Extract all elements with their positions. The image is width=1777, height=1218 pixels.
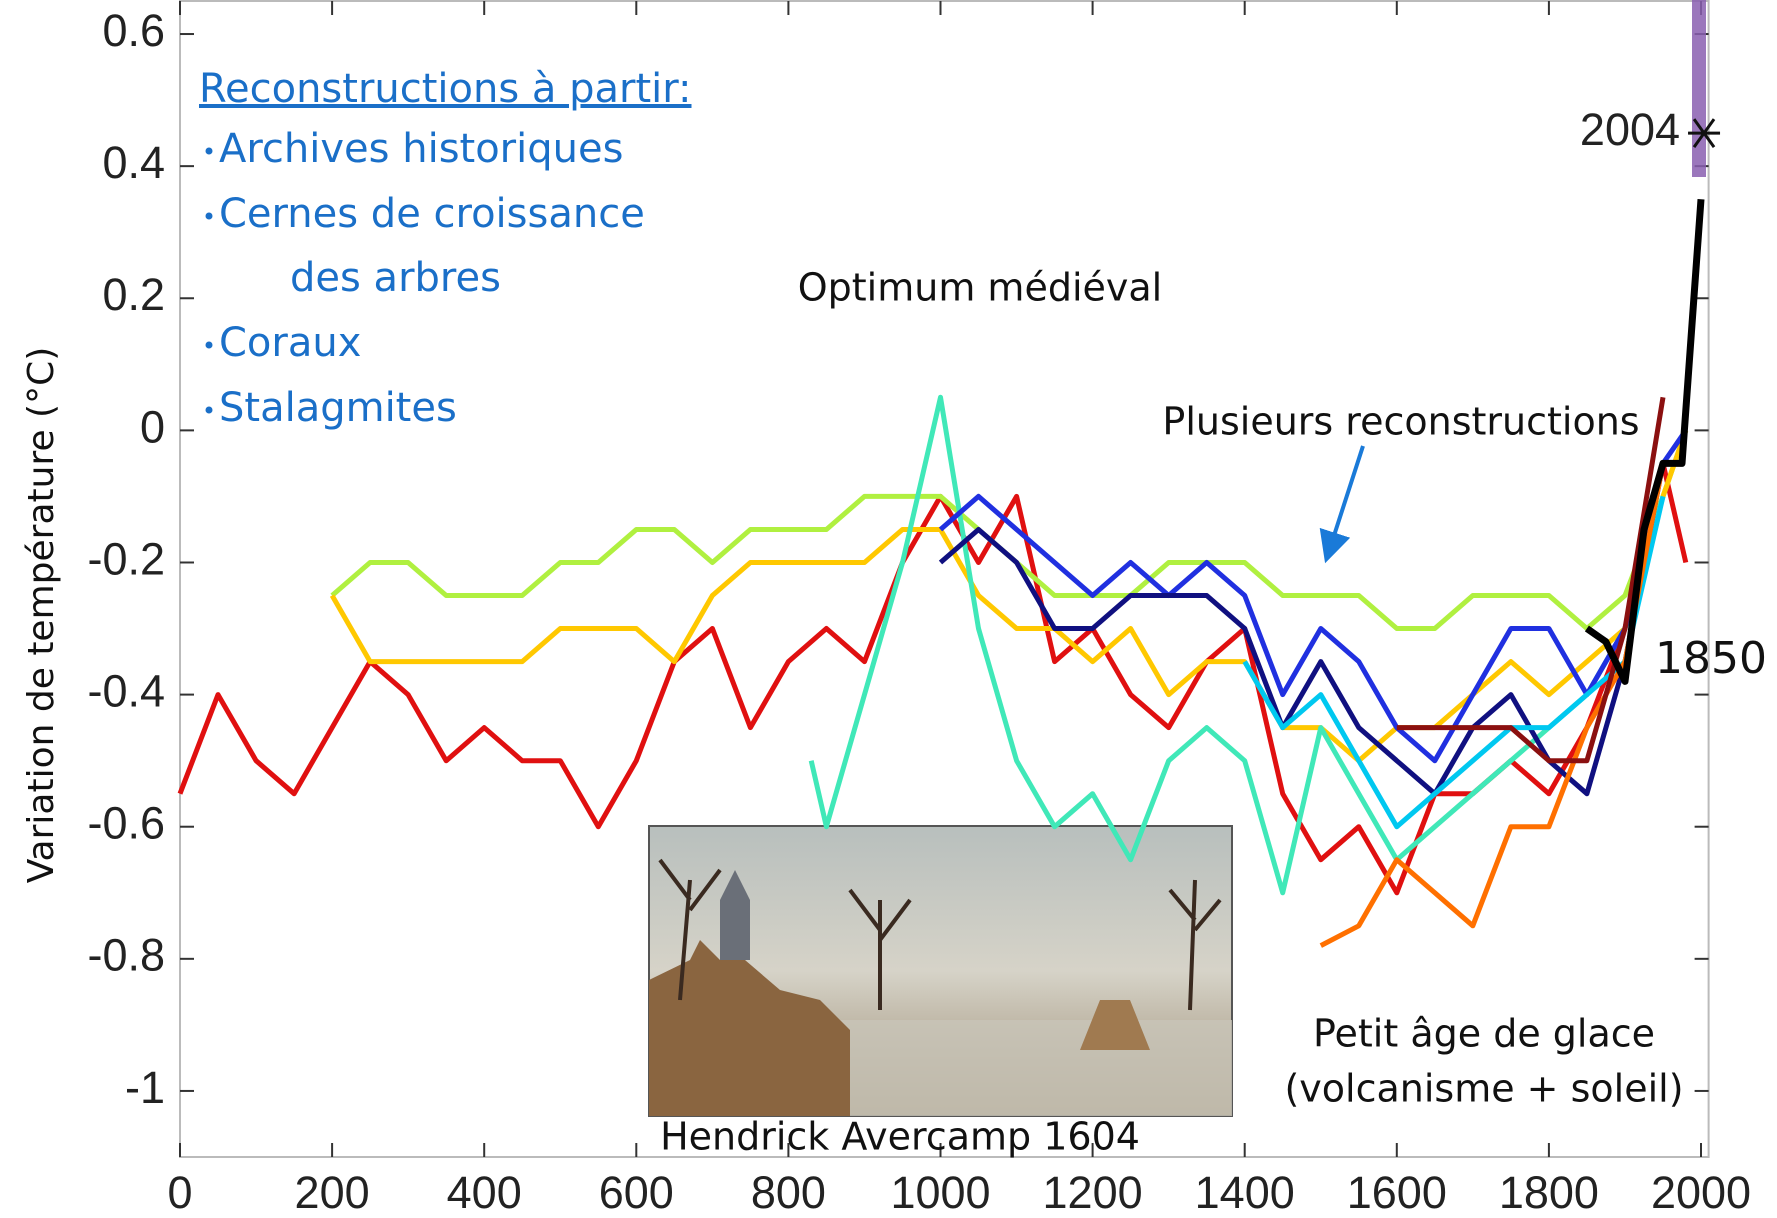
series-line [1396,396,1666,764]
bullet [205,406,213,414]
bullet [205,147,213,155]
x-tick-label: 800 [751,1167,826,1218]
y-tick-label: 0.2 [102,269,165,320]
series-line [1242,495,1666,830]
x-tick-label: 0 [167,1167,192,1218]
painting-trees [658,858,1222,1011]
series-line [330,429,1689,631]
painting-town [1080,1000,1150,1050]
y-tick-label: 0 [140,401,165,452]
annotation: Optimum médiéval [798,266,1162,310]
series-line [938,428,1688,764]
annotation: Hendrick Avercamp 1604 [660,1115,1140,1159]
y-tick-label: -0.2 [87,533,165,584]
x-tick-label: 200 [295,1167,370,1218]
series-line [808,394,1666,896]
projection-band [1692,0,1706,177]
y-tick-label: -1 [125,1062,165,1113]
painting-buildings [649,920,850,1116]
series-line [938,462,1666,797]
y-tick-label: 0.4 [102,137,165,188]
x-tick-label: 1200 [1043,1167,1143,1218]
x-tick-label: 1600 [1347,1167,1447,1218]
marker-2004 [1688,118,1721,148]
legend-item: Coraux [219,320,361,366]
y-tick-label: -0.6 [87,798,165,849]
legend-heading: Reconstructions à partir: [199,66,692,112]
annotation-arrow [1319,445,1365,564]
legend-item: Stalagmites [219,385,457,431]
x-tick-label: 1400 [1195,1167,1295,1218]
series-line [1584,198,1705,685]
y-axis-label: Variation de température (°C) [21,347,62,884]
y-tick-label: -0.4 [87,665,165,716]
y-tick-label: 0.6 [102,5,165,56]
annotation: 1850 [1655,633,1767,684]
bullet [205,341,213,349]
x-tick-label: 1800 [1499,1167,1599,1218]
x-tick-label: 2000 [1651,1167,1751,1218]
plot-frame [179,0,1710,1158]
x-tick-label: 600 [599,1167,674,1218]
painting-church [720,870,750,960]
annotation: (volcanisme + soleil) [1284,1067,1683,1111]
annotation: Petit âge de glace [1313,1012,1655,1056]
legend-item: Cernes de croissance [219,191,645,237]
legend-item: Archives historiques [219,126,623,172]
bullet [205,212,213,220]
annotation: Plusieurs reconstructions [1162,400,1639,444]
x-tick-label: 1000 [890,1167,990,1218]
marker-label: 2004 [1580,104,1680,155]
legend-item: des arbres [290,255,501,301]
painting [648,825,1233,1117]
y-tick-label: -0.8 [87,930,165,981]
x-tick-label: 400 [447,1167,522,1218]
